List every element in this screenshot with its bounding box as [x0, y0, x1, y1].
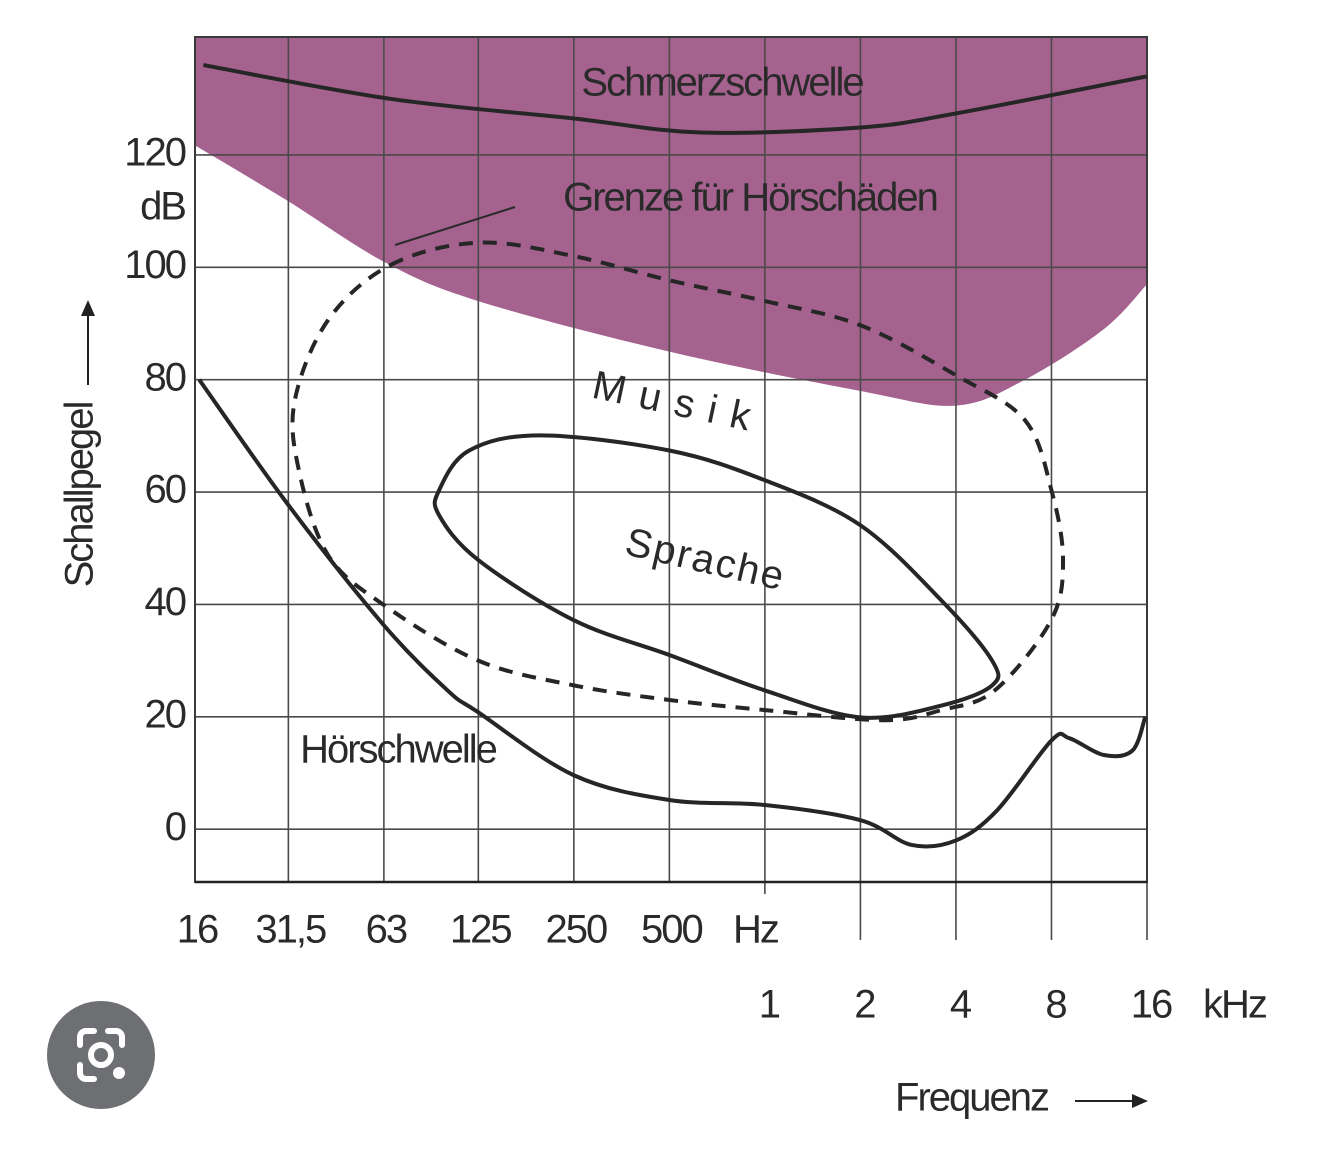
x-tick-label: 250: [545, 908, 606, 952]
x-tick-label: 2: [854, 983, 875, 1027]
series-label: Hörschwelle: [300, 728, 497, 772]
series-line: [290, 240, 1066, 723]
x-unit-hz: Hz: [733, 908, 779, 952]
series-label: Grenze für Hörschäden: [563, 176, 937, 220]
x-axis-arrowhead: [1132, 1094, 1148, 1108]
leader-line: [394, 206, 516, 246]
lens-circle[interactable]: [47, 1001, 155, 1109]
y-tick-label: 60: [145, 468, 186, 512]
x-tick-label: 8: [1045, 983, 1066, 1027]
series-line: [202, 63, 1148, 135]
lens-eye: [88, 1042, 114, 1068]
x-tick-label: 125: [450, 908, 511, 952]
lens-dot: [113, 1067, 125, 1079]
series-line: [432, 433, 1001, 720]
x-tick-label: 16: [1131, 983, 1172, 1027]
y-tick-label: 80: [145, 355, 186, 399]
y-tick-label: 120: [124, 131, 185, 175]
x-tick-label: 63: [366, 908, 407, 952]
series-label: Musik: [589, 363, 769, 442]
y-tick-label: 40: [145, 580, 186, 624]
x-tick-label: 4: [950, 983, 972, 1027]
lens-frame: [77, 1028, 125, 1082]
y-axis-arrowhead: [81, 300, 95, 316]
area: [195, 37, 1147, 406]
plot-area: 0 20 40 60 80 100 120 dB 16 31,5 63 125 250 500 Hz 1 2 4 8…: [124, 36, 1269, 1027]
x-tick-label: 500: [641, 908, 702, 952]
y-axis-label: Schallpegel: [58, 402, 102, 587]
y-tick-label: 100: [124, 243, 185, 287]
y-tick-label: 0: [165, 805, 186, 849]
x-axis-label: Frequenz: [895, 1076, 1049, 1120]
series-line: [197, 378, 1148, 849]
y-unit: dB: [140, 185, 185, 229]
lens-button[interactable]: [47, 1001, 155, 1109]
x-tick-label: 1: [759, 983, 780, 1027]
x-tick-label: 16: [177, 908, 218, 952]
y-tick-label: 20: [145, 692, 186, 736]
x-unit-khz: kHz: [1203, 983, 1267, 1027]
x-tick-label: 31,5: [255, 908, 326, 952]
series-label: Schmerzschwelle: [581, 61, 863, 105]
